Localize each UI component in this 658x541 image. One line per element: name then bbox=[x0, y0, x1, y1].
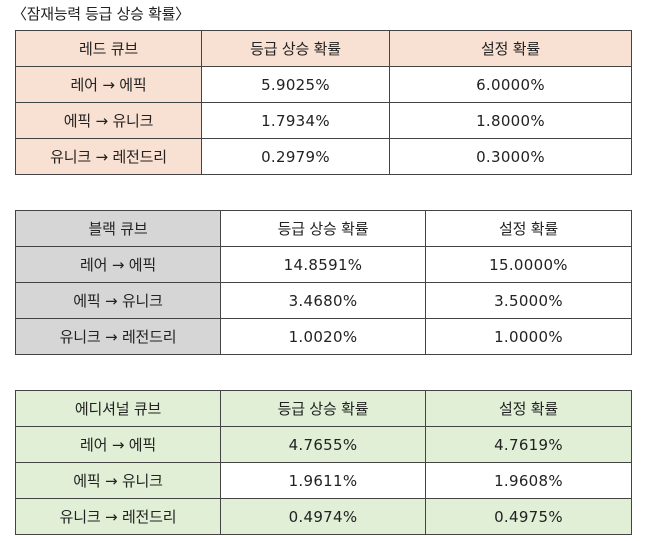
table-row: 에픽 → 유니크 3.4680% 3.5000% bbox=[15, 282, 632, 319]
table-row: 유니크 → 레전드리 1.0020% 1.0000% bbox=[15, 318, 632, 355]
grade-transition: 유니크 → 레전드리 bbox=[15, 498, 221, 535]
additional-cube-table: 에디셔널 큐브 등급 상승 확률 설정 확률 레어 → 에픽 4.7655% 4… bbox=[15, 390, 632, 535]
set-rate: 4.7619% bbox=[425, 426, 632, 463]
set-rate: 0.4975% bbox=[425, 498, 632, 535]
upgrade-rate: 1.9611% bbox=[220, 462, 426, 499]
grade-transition: 유니크 → 레전드리 bbox=[15, 138, 202, 175]
upgrade-rate: 3.4680% bbox=[220, 282, 426, 319]
cube-name-header: 에디셔널 큐브 bbox=[15, 390, 221, 427]
table-row: 에픽 → 유니크 1.7934% 1.8000% bbox=[15, 102, 632, 139]
set-rate-header: 설정 확률 bbox=[425, 390, 632, 427]
grade-transition: 레어 → 에픽 bbox=[15, 66, 202, 103]
table-header-row: 에디셔널 큐브 등급 상승 확률 설정 확률 bbox=[15, 390, 632, 427]
grade-transition: 유니크 → 레전드리 bbox=[15, 318, 221, 355]
upgrade-rate: 1.0020% bbox=[220, 318, 426, 355]
set-rate: 15.0000% bbox=[425, 246, 632, 283]
table-row: 레어 → 에픽 14.8591% 15.0000% bbox=[15, 246, 632, 283]
black-cube-table: 블랙 큐브 등급 상승 확률 설정 확률 레어 → 에픽 14.8591% 15… bbox=[15, 210, 632, 355]
table-row: 레어 → 에픽 5.9025% 6.0000% bbox=[15, 66, 632, 103]
table-row: 유니크 → 레전드리 0.2979% 0.3000% bbox=[15, 138, 632, 175]
grade-transition: 레어 → 에픽 bbox=[15, 426, 221, 463]
grade-transition: 레어 → 에픽 bbox=[15, 246, 221, 283]
table-header-row: 레드 큐브 등급 상승 확률 설정 확률 bbox=[15, 30, 632, 67]
red-cube-table: 레드 큐브 등급 상승 확률 설정 확률 레어 → 에픽 5.9025% 6.0… bbox=[15, 30, 632, 175]
set-rate: 1.9608% bbox=[425, 462, 632, 499]
set-rate: 1.8000% bbox=[389, 102, 632, 139]
table-row: 유니크 → 레전드리 0.4974% 0.4975% bbox=[15, 498, 632, 535]
upgrade-rate: 0.4974% bbox=[220, 498, 426, 535]
caption: 〈잠재능력 등급 상승 확률〉 bbox=[12, 5, 190, 23]
grade-transition: 에픽 → 유니크 bbox=[15, 462, 221, 499]
set-rate: 1.0000% bbox=[425, 318, 632, 355]
upgrade-rate-header: 등급 상승 확률 bbox=[220, 390, 426, 427]
cube-name-header: 블랙 큐브 bbox=[15, 210, 221, 247]
set-rate: 3.5000% bbox=[425, 282, 632, 319]
upgrade-rate-header: 등급 상승 확률 bbox=[201, 30, 390, 67]
table-row: 에픽 → 유니크 1.9611% 1.9608% bbox=[15, 462, 632, 499]
grade-transition: 에픽 → 유니크 bbox=[15, 102, 202, 139]
upgrade-rate: 1.7934% bbox=[201, 102, 390, 139]
set-rate-header: 설정 확률 bbox=[389, 30, 632, 67]
set-rate: 0.3000% bbox=[389, 138, 632, 175]
set-rate: 6.0000% bbox=[389, 66, 632, 103]
upgrade-rate: 5.9025% bbox=[201, 66, 390, 103]
upgrade-rate: 4.7655% bbox=[220, 426, 426, 463]
upgrade-rate: 0.2979% bbox=[201, 138, 390, 175]
table-header-row: 블랙 큐브 등급 상승 확률 설정 확률 bbox=[15, 210, 632, 247]
grade-transition: 에픽 → 유니크 bbox=[15, 282, 221, 319]
upgrade-rate-header: 등급 상승 확률 bbox=[220, 210, 426, 247]
cube-name-header: 레드 큐브 bbox=[15, 30, 202, 67]
upgrade-rate: 14.8591% bbox=[220, 246, 426, 283]
table-row: 레어 → 에픽 4.7655% 4.7619% bbox=[15, 426, 632, 463]
set-rate-header: 설정 확률 bbox=[425, 210, 632, 247]
